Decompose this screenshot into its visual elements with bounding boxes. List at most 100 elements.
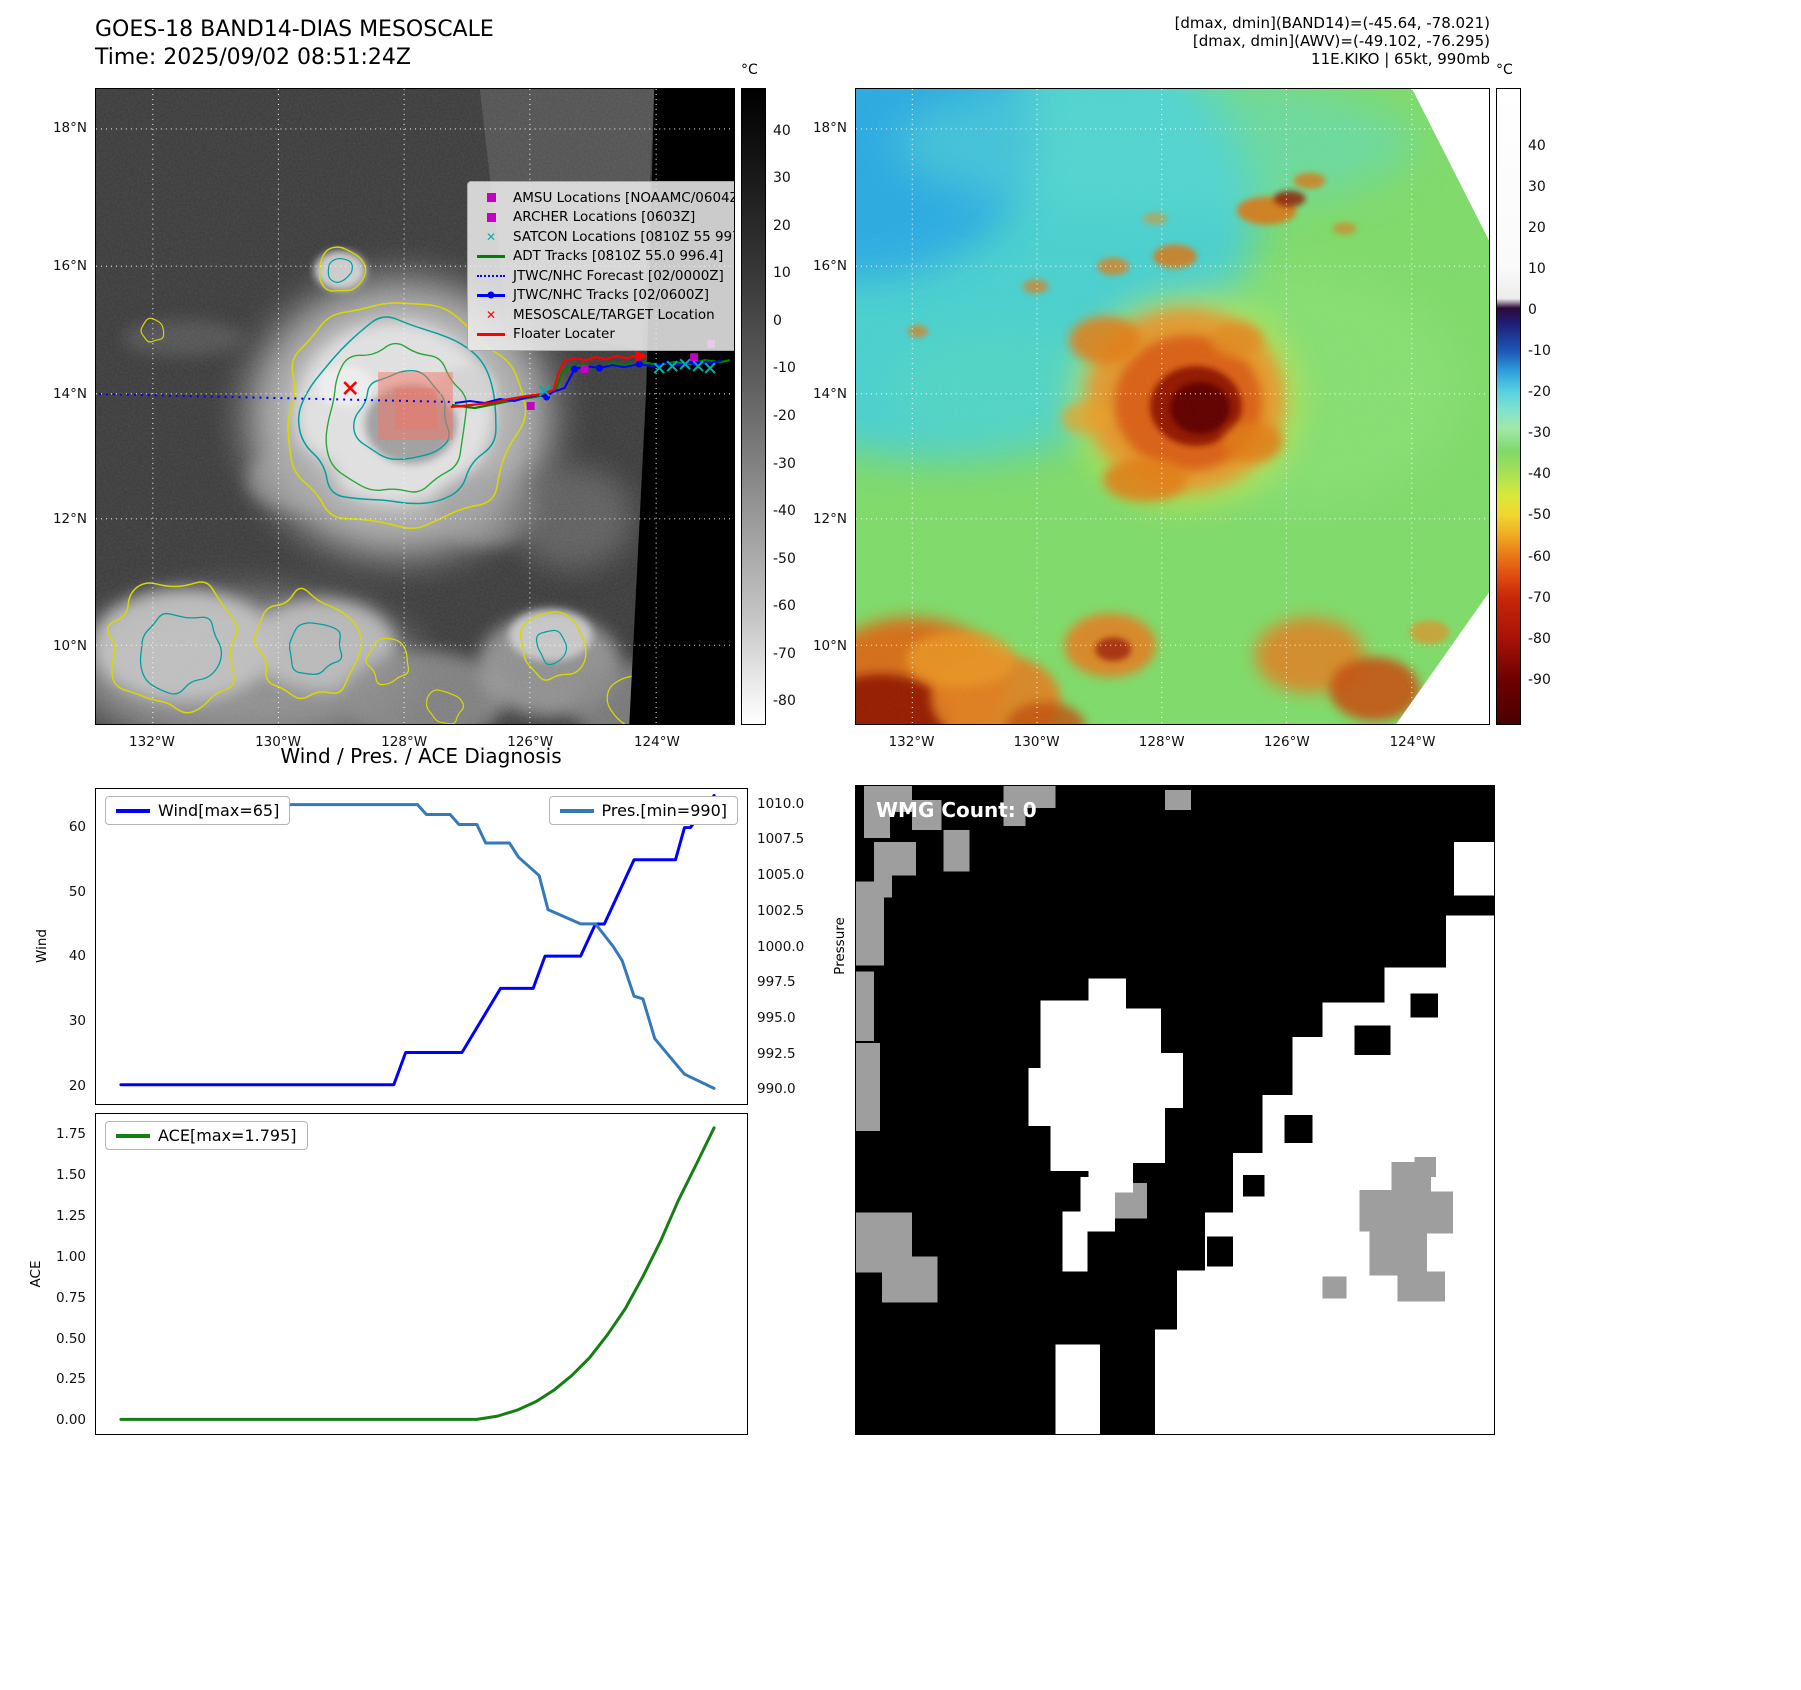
band14-lat-tick: 14°N xyxy=(52,385,87,402)
square-marker-icon xyxy=(476,193,506,203)
wmg-panel: WMG Count: 0 xyxy=(855,785,1495,1435)
track-point-icon xyxy=(635,360,643,368)
band14-colorbar-tick: -10 xyxy=(773,360,796,377)
wind-tick: 60 xyxy=(68,818,86,835)
x-marker-icon xyxy=(653,362,665,374)
wind-legend-line xyxy=(116,808,150,813)
pressure-tick: 990.0 xyxy=(757,1081,796,1098)
ace-tick: 1.75 xyxy=(55,1126,86,1143)
awv-colorbar-tick: 0 xyxy=(1528,301,1537,318)
ace-legend: ACE[max=1.795] xyxy=(105,1121,308,1150)
storm-id-label: 11E.KIKO | 65kt, 990mb xyxy=(1311,50,1490,68)
pressure-tick: 1005.0 xyxy=(757,867,805,884)
wmg-gray-scatter xyxy=(1322,1156,1454,1302)
track-point-icon xyxy=(571,365,578,373)
awv-lon-tick: 132°W xyxy=(888,734,935,750)
x-marker-icon xyxy=(666,360,678,372)
map-legend-item: ✕ MESOSCALE/TARGET Location xyxy=(476,305,734,325)
awv-colorbar-tick: -80 xyxy=(1528,630,1551,647)
diagnosis-title: Wind / Pres. / ACE Diagnosis xyxy=(280,744,562,768)
awv-colorbar-tick: -70 xyxy=(1528,589,1551,606)
band14-lat-tick: 12°N xyxy=(52,511,87,528)
x-marker-icon: ✕ xyxy=(485,307,497,322)
band14-lat-tick: 18°N xyxy=(52,120,87,137)
awv-lon-tick: 126°W xyxy=(1263,734,1310,750)
ir-contour xyxy=(325,342,468,493)
floater-arrow-icon xyxy=(635,350,648,363)
pressure-tick: 992.5 xyxy=(757,1045,796,1062)
awv-satellite-image xyxy=(856,89,1489,724)
ir-contour xyxy=(365,637,410,686)
amsu-marker-icon xyxy=(580,365,589,374)
pressure-tick: 1007.5 xyxy=(757,831,805,848)
awv-colorbar-tick: 10 xyxy=(1528,260,1546,277)
wind-pressure-plot xyxy=(119,793,716,1090)
pressure-legend-line xyxy=(559,808,594,813)
wmg-white-regions xyxy=(1028,841,1494,1434)
awv-colorbar-tick: -20 xyxy=(1528,384,1551,401)
line-marker-icon xyxy=(476,332,506,336)
wind-legend-label: Wind[max=65] xyxy=(158,801,280,820)
wind-tick: 40 xyxy=(68,948,86,965)
awv-satellite-map xyxy=(855,88,1490,725)
band14-colorbar-tick: -60 xyxy=(773,598,796,615)
ace-legend-line xyxy=(116,1133,150,1138)
band14-lat-tick: 10°N xyxy=(52,638,87,654)
line-marker-icon xyxy=(476,254,506,258)
map-legend-item: AMSU Locations [NOAAMC/0604Z 48 1002] xyxy=(476,188,734,208)
awv-colorbar-tick: -10 xyxy=(1528,343,1551,360)
dotted-marker-icon xyxy=(476,274,506,277)
ace-tick: 1.25 xyxy=(55,1207,86,1224)
awv-colorbar-tick: -40 xyxy=(1528,466,1551,483)
ace-legend-label: ACE[max=1.795] xyxy=(158,1126,297,1145)
ir-contour xyxy=(140,317,165,343)
pressure-legend: Pres.[min=990] xyxy=(548,796,738,825)
awv-header-line2: [dmax, dmin](AWV)=(-49.102, -76.295) xyxy=(1192,32,1490,50)
wind-pressure-chart xyxy=(95,788,748,1105)
awv-lon-tick: 130°W xyxy=(1013,734,1060,750)
ir-contour xyxy=(318,246,367,292)
awv-lat-tick: 12°N xyxy=(812,511,847,528)
map-legend-label: ADT Tracks [0810Z 55.0 996.4] xyxy=(513,248,724,265)
x-marker-icon xyxy=(692,360,704,372)
series-line xyxy=(119,793,716,1087)
band14-time: Time: 2025/09/02 08:51:24Z xyxy=(95,45,411,70)
band14-lon-tick: 128°W xyxy=(381,734,428,750)
pressure-tick: 995.0 xyxy=(757,1009,796,1026)
ace-axis-label: ACE xyxy=(28,1260,44,1288)
floater-line xyxy=(450,355,636,409)
band14-colorbar-tick: -50 xyxy=(773,550,796,567)
band14-colorbar-tick: 0 xyxy=(773,312,782,329)
ace-plot xyxy=(119,1126,716,1421)
awv-colorbar-tick: 40 xyxy=(1528,137,1546,154)
track-point-icon xyxy=(595,364,603,372)
wmg-count-label: WMG Count: 0 xyxy=(876,798,1037,822)
ir-contour xyxy=(253,587,363,700)
ace-chart xyxy=(95,1113,748,1435)
band14-colorbar-tick: -40 xyxy=(773,503,796,520)
awv-lon-tick: 128°W xyxy=(1138,734,1185,750)
wind-axis-label: Wind xyxy=(34,929,50,963)
ace-tick: 0.25 xyxy=(55,1371,86,1388)
band14-lon-tick: 132°W xyxy=(129,734,175,750)
band14-title: GOES-18 BAND14-DIAS MESOSCALE xyxy=(95,17,494,42)
ir-contour xyxy=(139,612,223,695)
map-legend-item: ARCHER Locations [0603Z] xyxy=(476,208,734,228)
mesoscale-target-box xyxy=(378,372,453,440)
ir-contour xyxy=(519,611,587,681)
pressure-tick: 1010.0 xyxy=(757,795,805,812)
ace-tick: 1.00 xyxy=(55,1248,86,1265)
wind-tick: 30 xyxy=(68,1012,86,1029)
x-marker-icon xyxy=(538,385,551,397)
x-marker-icon xyxy=(679,358,691,370)
band14-lon-tick: 126°W xyxy=(507,734,554,750)
awv-colorbar-tick: -90 xyxy=(1528,671,1551,688)
pressure-axis-label: Pressure xyxy=(832,917,848,975)
series-line xyxy=(119,1126,716,1421)
band14-lon-tick: 130°W xyxy=(255,734,301,750)
line-dot-marker-icon xyxy=(476,291,506,299)
band14-satellite-map: AMSU Locations [NOAAMC/0604Z 48 1002] ARC… xyxy=(95,88,735,725)
ace-tick: 1.50 xyxy=(55,1167,86,1184)
awv-colorbar-tick: 30 xyxy=(1528,178,1546,195)
